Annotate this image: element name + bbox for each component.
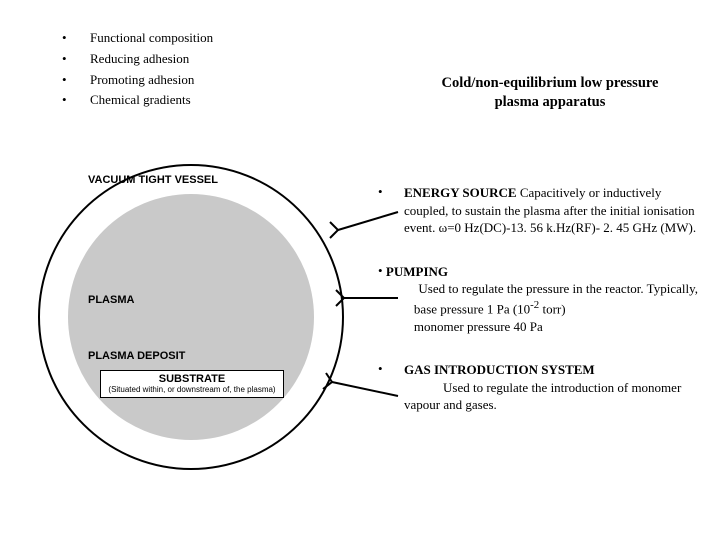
bullet-text: Promoting adhesion bbox=[90, 70, 194, 91]
bullet-text: Chemical gradients bbox=[90, 90, 191, 111]
item-body: GAS INTRODUCTION SYSTEM Used to regulate… bbox=[404, 361, 698, 414]
item-text: Used to regulate the introduction of mon… bbox=[404, 380, 685, 413]
right-column: • ENERGY SOURCE Capacitively or inductiv… bbox=[378, 184, 698, 440]
top-bullet-list: • Functional composition • Reducing adhe… bbox=[62, 28, 213, 111]
bullet-dot: • bbox=[62, 28, 90, 49]
bullet-dot: • bbox=[62, 70, 90, 91]
list-item: • GAS INTRODUCTION SYSTEM Used to regula… bbox=[378, 361, 698, 414]
sub-line: monomer pressure 40 Pa bbox=[386, 318, 698, 336]
item-body: PUMPING Used to regulate the pressure in… bbox=[386, 263, 698, 336]
list-item: • Chemical gradients bbox=[62, 90, 213, 111]
sub-line: base pressure 1 Pa (10-2 torr) bbox=[386, 298, 698, 318]
item-lead: PUMPING bbox=[386, 264, 448, 279]
list-item: • Promoting adhesion bbox=[62, 70, 213, 91]
sub-text-a: base pressure 1 Pa (10 bbox=[414, 301, 530, 316]
heading-line1: Cold/non-equilibrium low pressure bbox=[441, 75, 658, 91]
plasma-diagram: VACUUM TIGHT VESSEL PLASMA PLASMA DEPOSI… bbox=[38, 164, 344, 470]
item-lead: GAS INTRODUCTION SYSTEM bbox=[404, 362, 595, 377]
bullet-dot: • bbox=[62, 49, 90, 70]
item-body: ENERGY SOURCE Capacitively or inductivel… bbox=[404, 184, 698, 237]
bullet-dot: • bbox=[378, 184, 404, 237]
superscript: -2 bbox=[530, 299, 539, 311]
bullet-dot: • bbox=[378, 361, 404, 414]
arrow-gas bbox=[38, 164, 418, 484]
list-item: • ENERGY SOURCE Capacitively or inductiv… bbox=[378, 184, 698, 237]
bullet-dot: • bbox=[62, 90, 90, 111]
sub-text-b: torr) bbox=[539, 301, 565, 316]
bullet-text: Reducing adhesion bbox=[90, 49, 189, 70]
bullet-dot: • bbox=[378, 263, 386, 336]
item-text: Used to regulate the pressure in the rea… bbox=[386, 281, 698, 296]
item-lead: ENERGY SOURCE bbox=[404, 185, 517, 200]
heading-line2: plasma apparatus bbox=[495, 94, 606, 110]
list-item: • PUMPING Used to regulate the pressure … bbox=[378, 263, 698, 336]
bullet-text: Functional composition bbox=[90, 28, 213, 49]
list-item: • Functional composition bbox=[62, 28, 213, 49]
list-item: • Reducing adhesion bbox=[62, 49, 213, 70]
page-title: Cold/non-equilibrium low pressure plasma… bbox=[406, 74, 694, 112]
